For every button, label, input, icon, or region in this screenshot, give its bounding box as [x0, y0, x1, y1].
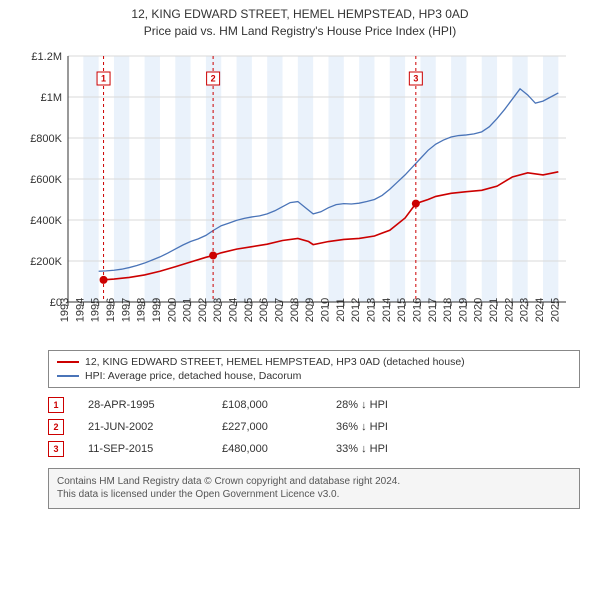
svg-text:3: 3: [413, 73, 418, 83]
svg-text:2012: 2012: [350, 297, 362, 321]
event-delta-2: 36% ↓ HPI: [336, 421, 426, 433]
svg-text:1999: 1999: [151, 297, 163, 321]
legend-swatch-hpi: [57, 375, 79, 377]
chart-titles: 12, KING EDWARD STREET, HEMEL HEMPSTEAD,…: [0, 0, 600, 40]
legend-label-price-paid: 12, KING EDWARD STREET, HEMEL HEMPSTEAD,…: [85, 356, 465, 368]
legend-item-price-paid: 12, KING EDWARD STREET, HEMEL HEMPSTEAD,…: [57, 355, 571, 369]
event-date-1: 28-APR-1995: [88, 399, 198, 411]
svg-text:2009: 2009: [304, 297, 316, 321]
svg-text:£800K: £800K: [30, 133, 62, 145]
attribution-line-1: Contains HM Land Registry data © Crown c…: [57, 475, 571, 489]
title-address: 12, KING EDWARD STREET, HEMEL HEMPSTEAD,…: [0, 6, 600, 23]
svg-text:2014: 2014: [381, 297, 393, 321]
price-chart-svg: £0£200K£400K£600K£800K£1M£1.2M1993199419…: [20, 46, 580, 346]
svg-text:2018: 2018: [442, 297, 454, 321]
title-subtitle: Price paid vs. HM Land Registry's House …: [0, 23, 600, 40]
attribution: Contains HM Land Registry data © Crown c…: [48, 468, 580, 509]
event-row-1: 1 28-APR-1995 £108,000 28% ↓ HPI: [48, 394, 580, 416]
svg-text:2000: 2000: [166, 297, 178, 321]
svg-text:1: 1: [101, 73, 106, 83]
svg-text:2003: 2003: [212, 297, 224, 321]
event-marker-1: 1: [48, 397, 64, 413]
svg-text:1996: 1996: [105, 297, 117, 321]
svg-text:2025: 2025: [549, 297, 561, 321]
svg-text:2020: 2020: [473, 297, 485, 321]
svg-text:2016: 2016: [411, 297, 423, 321]
svg-text:2010: 2010: [319, 297, 331, 321]
event-row-2: 2 21-JUN-2002 £227,000 36% ↓ HPI: [48, 416, 580, 438]
svg-text:2022: 2022: [503, 297, 515, 321]
attribution-line-2: This data is licensed under the Open Gov…: [57, 488, 571, 502]
svg-text:2002: 2002: [197, 297, 209, 321]
svg-text:2004: 2004: [228, 297, 240, 321]
svg-text:2006: 2006: [258, 297, 270, 321]
svg-text:£1M: £1M: [41, 92, 62, 104]
svg-text:2007: 2007: [274, 297, 286, 321]
chart-container: 12, KING EDWARD STREET, HEMEL HEMPSTEAD,…: [0, 0, 600, 509]
event-date-3: 11-SEP-2015: [88, 443, 198, 455]
plot-area: £0£200K£400K£600K£800K£1M£1.2M1993199419…: [20, 46, 580, 346]
event-marker-3: 3: [48, 441, 64, 457]
legend: 12, KING EDWARD STREET, HEMEL HEMPSTEAD,…: [48, 350, 580, 388]
svg-text:2017: 2017: [427, 297, 439, 321]
svg-text:1995: 1995: [90, 297, 102, 321]
event-price-2: £227,000: [222, 421, 312, 433]
svg-text:2001: 2001: [182, 297, 194, 321]
svg-text:£400K: £400K: [30, 215, 62, 227]
event-price-1: £108,000: [222, 399, 312, 411]
svg-text:2019: 2019: [457, 297, 469, 321]
svg-text:2023: 2023: [519, 297, 531, 321]
svg-text:2013: 2013: [365, 297, 377, 321]
svg-text:2008: 2008: [289, 297, 301, 321]
svg-text:£200K: £200K: [30, 256, 62, 268]
svg-text:2021: 2021: [488, 297, 500, 321]
event-date-2: 21-JUN-2002: [88, 421, 198, 433]
legend-label-hpi: HPI: Average price, detached house, Daco…: [85, 370, 301, 382]
svg-text:£600K: £600K: [30, 174, 62, 186]
legend-swatch-price-paid: [57, 361, 79, 363]
event-delta-1: 28% ↓ HPI: [336, 399, 426, 411]
svg-text:2015: 2015: [396, 297, 408, 321]
svg-text:2: 2: [211, 73, 216, 83]
legend-item-hpi: HPI: Average price, detached house, Daco…: [57, 369, 571, 383]
svg-text:2005: 2005: [243, 297, 255, 321]
svg-text:1997: 1997: [120, 297, 132, 321]
event-price-3: £480,000: [222, 443, 312, 455]
events-table: 1 28-APR-1995 £108,000 28% ↓ HPI 2 21-JU…: [48, 394, 580, 460]
svg-text:£1.2M: £1.2M: [31, 51, 62, 63]
svg-text:2024: 2024: [534, 297, 546, 321]
event-delta-3: 33% ↓ HPI: [336, 443, 426, 455]
svg-text:1993: 1993: [59, 297, 71, 321]
event-marker-2: 2: [48, 419, 64, 435]
event-row-3: 3 11-SEP-2015 £480,000 33% ↓ HPI: [48, 438, 580, 460]
svg-text:1994: 1994: [74, 297, 86, 321]
svg-text:1998: 1998: [136, 297, 148, 321]
